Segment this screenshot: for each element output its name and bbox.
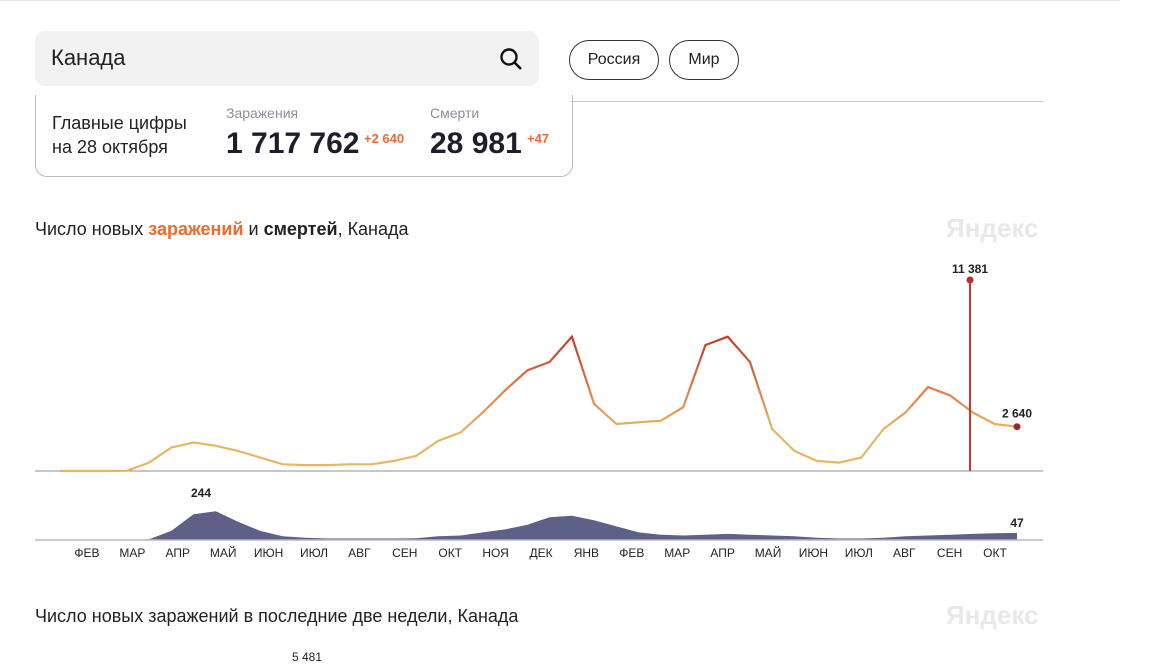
month-tick-label: ДЕК	[529, 546, 552, 560]
cases-line	[60, 334, 1018, 473]
cases-delta: +2 640	[364, 131, 405, 146]
search-input[interactable]: Канада	[35, 31, 539, 86]
search-icon[interactable]	[499, 47, 523, 71]
month-tick-label: ИЮН	[799, 546, 828, 560]
divider	[570, 101, 1043, 102]
cases-max-point	[966, 276, 974, 284]
deaths-label: Смерти	[430, 105, 480, 121]
world-button[interactable]: Мир	[669, 40, 739, 80]
month-tick-label: ИЮЛ	[300, 546, 328, 560]
russia-button[interactable]: Россия	[569, 40, 659, 80]
cases-last-label: 2 640	[1002, 407, 1032, 421]
deaths-area	[60, 511, 1017, 540]
cases-last-point	[1013, 423, 1021, 431]
month-tick-label: ЯНВ	[574, 546, 599, 560]
month-tick-label: ФЕВ	[619, 546, 644, 560]
yandex-watermark: Яндекс	[946, 213, 1039, 243]
chart2-title: Число новых заражений в последние две не…	[35, 606, 519, 626]
summary-card: Главные цифры на 28 октября Заражения 1 7…	[35, 95, 573, 177]
cases-total: 1 717 762	[226, 127, 360, 160]
month-tick-label: СЕН	[937, 546, 962, 560]
month-tick-label: АПР	[166, 546, 191, 560]
month-tick-label: ОКТ	[983, 546, 1007, 560]
deaths-delta: +47	[527, 131, 550, 146]
month-tick-label: АВГ	[348, 546, 371, 560]
month-tick-label: АВГ	[893, 546, 916, 560]
month-tick-label: МАР	[664, 546, 690, 560]
month-tick-label: МАЙ	[210, 545, 237, 560]
month-tick-label: ФЕВ	[74, 546, 99, 560]
month-tick-label: ИЮЛ	[845, 546, 873, 560]
month-tick-label: СЕН	[392, 546, 417, 560]
month-tick-label: МАЙ	[755, 545, 782, 560]
cases-max-label: 11 381	[952, 262, 988, 276]
summary-lead: Главные цифры	[52, 113, 187, 133]
month-tick-label: ОКТ	[438, 546, 462, 560]
month-tick-label: АПР	[710, 546, 735, 560]
cases-label: Заражения	[226, 105, 299, 121]
search-value: Канада	[51, 45, 126, 70]
chart2-peak-label: 5 481	[292, 650, 323, 664]
month-tick-label: НОЯ	[482, 546, 508, 560]
deaths-max-label: 244	[191, 486, 211, 500]
summary-date: на 28 октября	[52, 137, 168, 157]
top-divider	[0, 0, 1120, 1]
month-tick-label: МАР	[119, 546, 145, 560]
chart-title: Число новых заражений и смертей, Канада	[35, 219, 409, 239]
month-tick-label: ИЮН	[254, 546, 283, 560]
deaths-last-label: 47	[1010, 516, 1024, 530]
cases-deaths-chart: 11 381 2 640 244 47 ФЕВ МАР АПР МАЙ ИЮН ИЮЛ АВГ СЕН…	[35, 262, 1043, 560]
deaths-total: 28 981	[430, 127, 522, 160]
yandex-watermark-2: Яндекс	[946, 600, 1039, 630]
